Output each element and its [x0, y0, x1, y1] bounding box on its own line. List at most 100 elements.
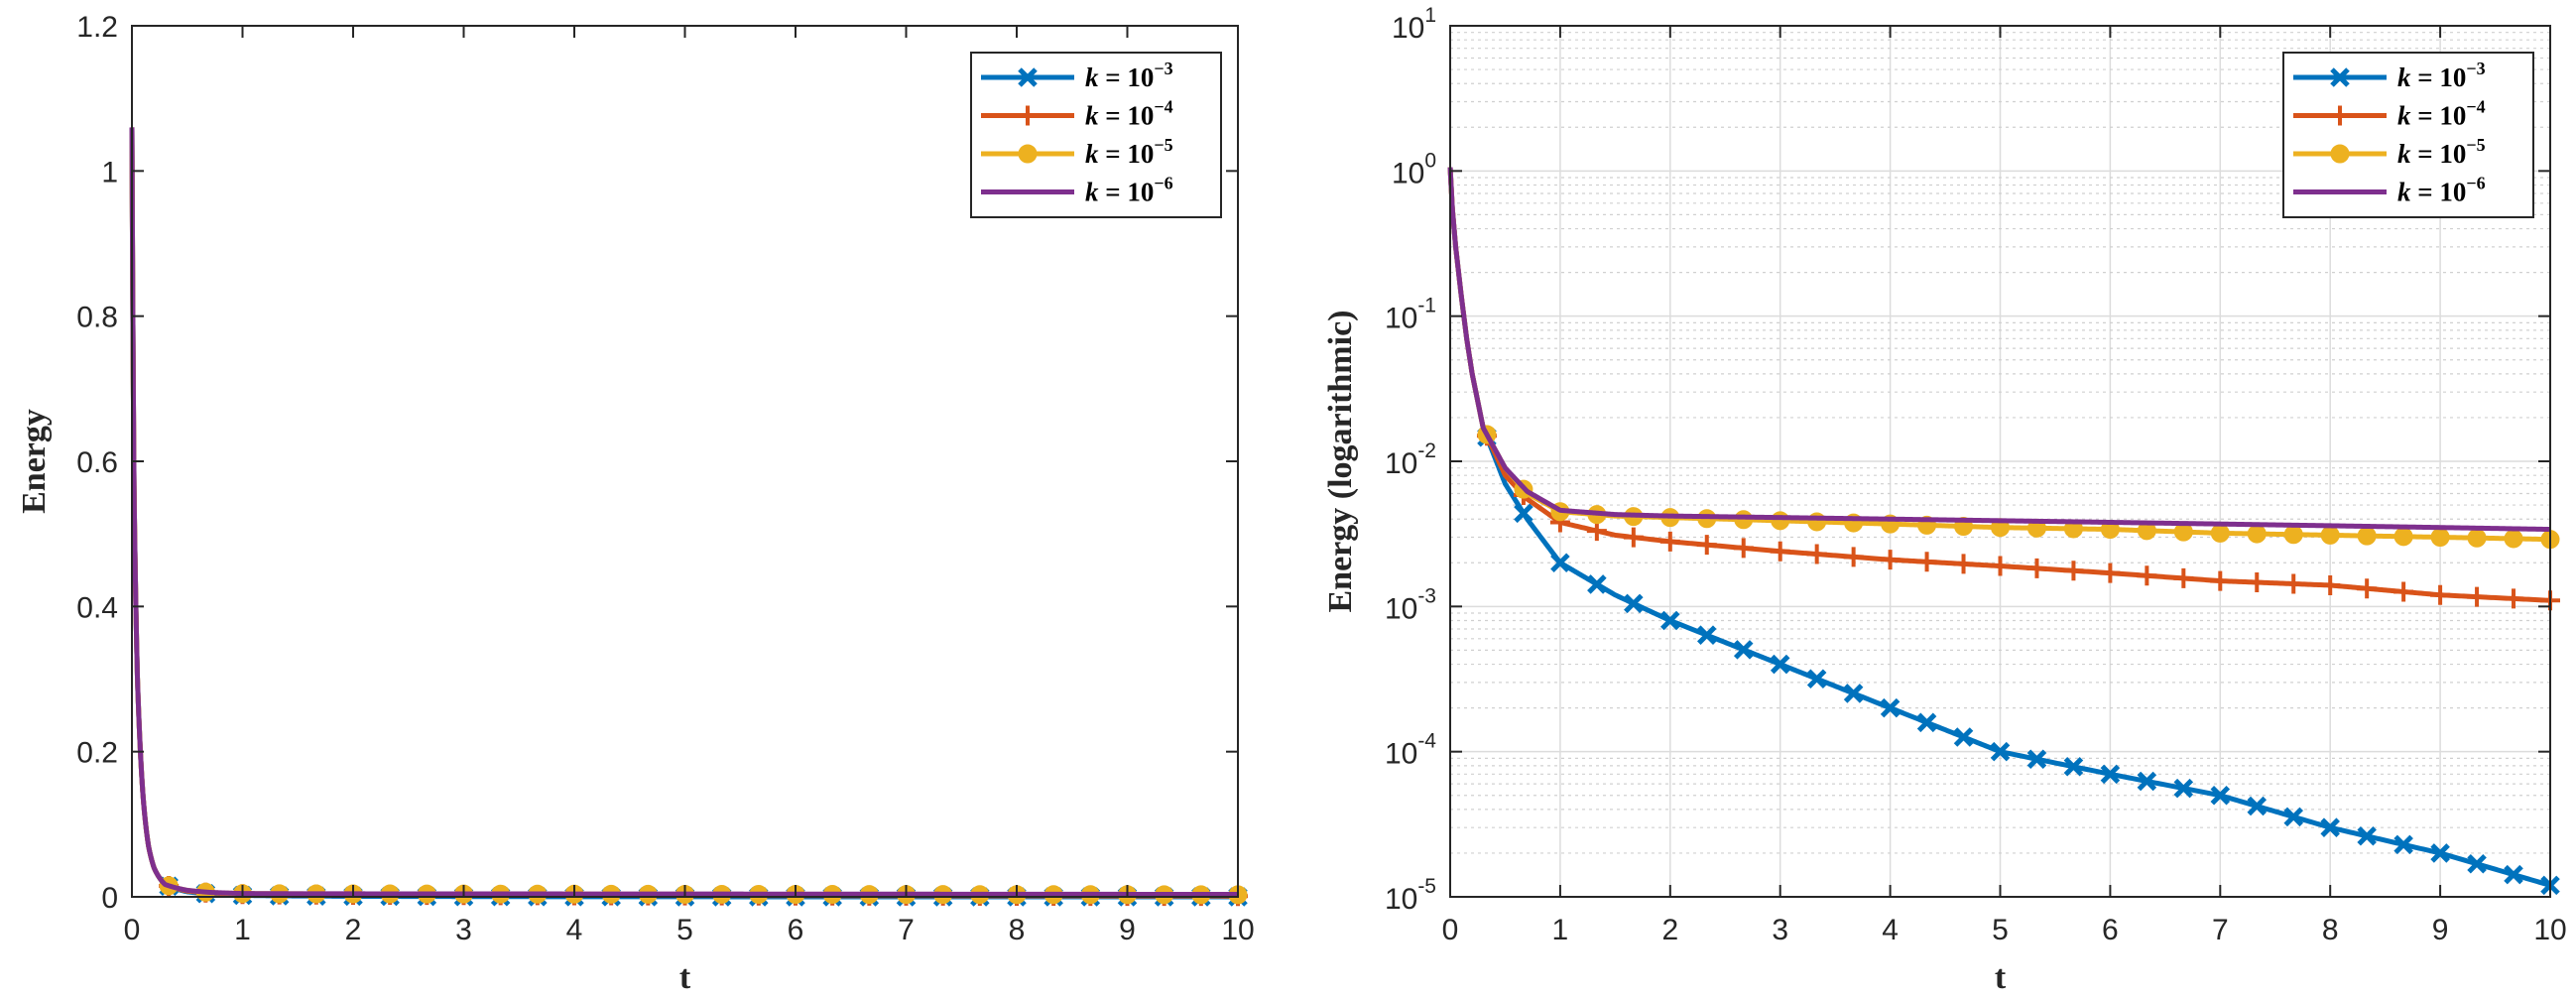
data-point [1916, 712, 1937, 733]
data-point [2320, 817, 2340, 837]
legend-item-k1e-3: k = 10−3 [2293, 59, 2486, 92]
data-point [2430, 584, 2451, 605]
legend: k = 10−3 k = 10−4 k = 10−5 k = 10−6 [970, 52, 1222, 218]
data-point [1587, 574, 1607, 594]
data-point [1550, 553, 1570, 573]
y-axis-label: Energy [16, 409, 53, 514]
data-point [1586, 521, 1607, 542]
legend-label: k = 10−4 [1085, 97, 1173, 131]
data-point [2247, 572, 2268, 593]
data-point [2393, 581, 2414, 602]
series-k1e-4 [1447, 165, 2560, 611]
x-tick-label: 9 [1119, 914, 1136, 946]
legend-label: k = 10−4 [2397, 97, 2486, 131]
data-point [1880, 550, 1901, 570]
legend-marker [1018, 144, 1038, 164]
data-point [1990, 556, 2011, 576]
x-tick-label: 3 [455, 914, 472, 946]
y-tick-label: 101 [1392, 4, 1436, 45]
x-axis-label: t [679, 959, 691, 996]
legend-marker [2330, 67, 2350, 87]
data-point [2467, 586, 2488, 607]
data-point [2283, 807, 2303, 827]
x-tick-label: 10 [2533, 914, 2566, 946]
series-k1e-6 [1447, 165, 2551, 533]
legend-item-k1e-3: k = 10−3 [981, 59, 1173, 92]
legend-item-k1e-4: k = 10−4 [2293, 97, 2486, 131]
legend-label: k = 10−6 [2397, 174, 2486, 207]
x-tick-label: 1 [234, 914, 251, 946]
data-point [2063, 757, 2084, 777]
data-point [2357, 526, 2377, 546]
data-point [1733, 640, 1754, 660]
data-point [2026, 749, 2047, 769]
x-tick-label: 6 [788, 914, 804, 946]
y-tick-label: 0 [101, 882, 118, 915]
data-point [1624, 593, 1644, 614]
data-point [1696, 535, 1717, 556]
x-axis: 0 1 2 3 4 5 6 7 8 9 10 [124, 26, 1255, 946]
legend: k = 10−3 k = 10−4 k = 10−5 k = 10−6 [2282, 52, 2534, 218]
legend-marker [2330, 105, 2350, 126]
data-point [1843, 684, 1864, 703]
legend-item-k1e-6: k = 10−6 [981, 174, 1173, 207]
data-point [2026, 558, 2047, 578]
data-point [2320, 574, 2341, 595]
legend-label: k = 10−6 [1085, 174, 1173, 207]
data-point [1514, 503, 1533, 524]
data-point [2320, 525, 2340, 545]
y-tick-label: 0.2 [76, 737, 118, 770]
right-chart: 0 1 2 3 4 5 6 7 8 9 10 t 10-5 10-4 10-3 10-2 10-1 100 101 E… [1322, 4, 2567, 996]
legend-item-k1e-5: k = 10−5 [981, 135, 1173, 169]
data-point [1916, 552, 1937, 572]
x-tick-label: 0 [124, 914, 141, 946]
x-tick-label: 7 [2212, 914, 2229, 946]
data-point [1843, 547, 1864, 567]
data-point [2357, 578, 2378, 599]
legend-item-k1e-6: k = 10−6 [2293, 174, 2486, 207]
data-point [1660, 610, 1680, 631]
data-point [2210, 785, 2231, 806]
data-point [2393, 527, 2413, 547]
y-tick-label: 100 [1392, 149, 1436, 189]
x-tick-label: 0 [1442, 914, 1459, 946]
legend-label: k = 10−3 [1085, 59, 1173, 92]
left-chart: 0 1 2 3 4 5 6 7 8 9 10 t 0 0.2 0.4 0.6 0.8 1 1.2 Energy k = … [16, 11, 1255, 996]
y-tick-label: 0.6 [76, 446, 118, 479]
data-point [1806, 669, 1827, 689]
data-point [2210, 570, 2231, 591]
data-point [1770, 541, 1790, 562]
legend-marker [1018, 105, 1038, 126]
x-axis: 0 1 2 3 4 5 6 7 8 9 10 [1442, 26, 2567, 946]
legend-item-k1e-5: k = 10−5 [2293, 135, 2486, 169]
x-tick-label: 2 [345, 914, 362, 946]
y-axis: 0 0.2 0.4 0.6 0.8 1 1.2 [76, 11, 1238, 915]
legend-label: k = 10−3 [2397, 59, 2486, 92]
data-point [2393, 834, 2413, 855]
data-point [1806, 544, 1827, 564]
x-tick-label: 9 [2432, 914, 2449, 946]
x-tick-label: 2 [1661, 914, 1678, 946]
y-tick-label: 10-5 [1385, 875, 1436, 916]
x-tick-label: 8 [1009, 914, 1026, 946]
data-point [2137, 565, 2157, 586]
data-point [2357, 826, 2377, 846]
data-point [2247, 796, 2268, 816]
y-tick-label: 10-1 [1385, 295, 1436, 335]
x-tick-label: 7 [898, 914, 915, 946]
x-tick-label: 5 [1992, 914, 2009, 946]
data-point [2504, 588, 2524, 609]
data-point [1623, 527, 1644, 548]
x-tick-label: 1 [1552, 914, 1569, 946]
legend-item-k1e-4: k = 10−4 [981, 97, 1173, 131]
data-point [2467, 854, 2487, 874]
x-tick-label: 5 [676, 914, 693, 946]
x-axis-label: t [1995, 959, 2007, 996]
data-point [2173, 778, 2194, 799]
data-point [2467, 528, 2487, 548]
data-point [2173, 567, 2194, 588]
legend-marker [2330, 144, 2350, 164]
y-tick-label: 10-3 [1385, 584, 1436, 625]
data-point [2430, 843, 2450, 863]
